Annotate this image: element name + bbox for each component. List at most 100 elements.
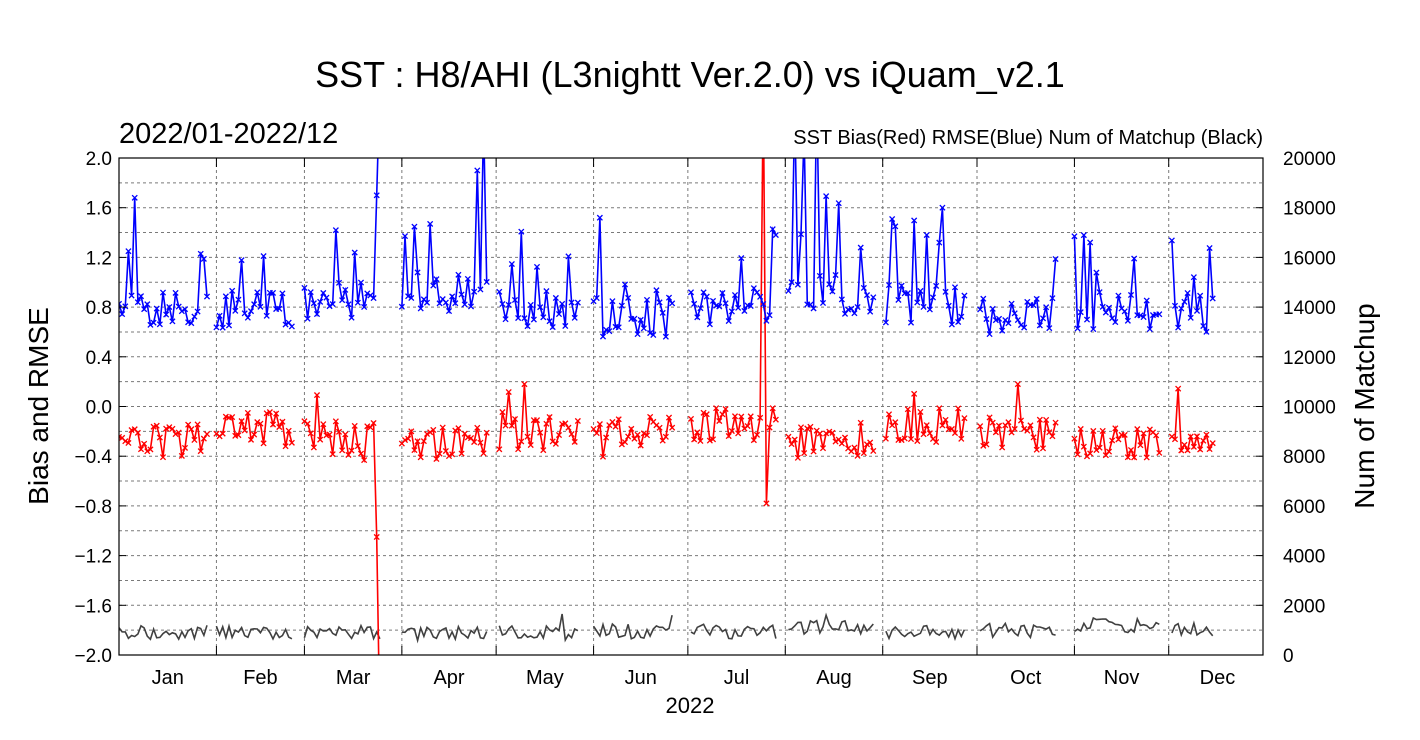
rmse-point [757, 293, 764, 300]
rmse-point [659, 309, 666, 316]
bias-point [423, 430, 431, 438]
bias-point [920, 431, 927, 438]
rmse-point [697, 305, 704, 312]
rmse-point [603, 326, 610, 333]
rmse-point [141, 306, 148, 313]
rmse-point [1087, 239, 1094, 246]
bias-point [757, 414, 764, 421]
rmse-point [467, 303, 475, 310]
period-label: 2022/01-2022/12 [119, 118, 339, 150]
rmse-point [819, 299, 827, 307]
bias-point [700, 409, 707, 416]
x-tick-label: Jul [724, 667, 750, 689]
rmse-point [329, 301, 336, 308]
rmse-point [851, 310, 858, 317]
rmse-point [593, 295, 600, 302]
rmse-point [863, 292, 871, 299]
bias-point [238, 418, 245, 425]
bias-point [832, 438, 839, 445]
rmse-point [1039, 315, 1047, 322]
rmse-point [496, 288, 503, 295]
rmse-point [785, 287, 792, 294]
bias-point [185, 421, 192, 428]
rmse-point [304, 315, 311, 322]
rmse-point [332, 227, 339, 234]
rmse-point [792, 106, 797, 111]
bias-point [1156, 449, 1163, 456]
legend: SST Bias(Red) RMSE(Blue) Num of Matchup … [793, 127, 1263, 149]
bias-point [326, 431, 333, 438]
rmse-point [530, 316, 537, 323]
rmse-point [735, 304, 742, 311]
rmse-point [307, 289, 314, 296]
bias-point [1181, 441, 1188, 448]
bias-point [794, 454, 801, 461]
rmse-point [703, 293, 710, 300]
rmse-point [474, 167, 481, 174]
rmse-point [1137, 312, 1144, 319]
bias-point [801, 450, 808, 457]
rmse-point [829, 288, 836, 295]
bias-point [923, 422, 930, 429]
bias-point [147, 446, 154, 453]
bias-point [310, 444, 317, 451]
rmse-point [471, 288, 478, 295]
rmse-point [662, 333, 669, 340]
bias-point [694, 429, 701, 436]
bias-point [1099, 427, 1106, 434]
bias-point [810, 448, 817, 455]
bias-point [279, 418, 286, 425]
rmse-point [1168, 237, 1175, 244]
rmse-point [150, 319, 157, 326]
rmse-point [942, 288, 949, 295]
rmse-point [1096, 289, 1103, 296]
bias-point [1209, 440, 1216, 447]
rmse-point [788, 279, 795, 286]
rmse-point [848, 305, 855, 312]
rmse-point [247, 308, 255, 315]
rmse-point [200, 255, 207, 262]
rmse-point [615, 324, 622, 331]
bias-point [348, 447, 355, 454]
rmse-point [980, 295, 987, 302]
rmse-line [979, 258, 1057, 335]
y-tick-label-right: 4000 [1283, 547, 1325, 568]
bias-point [665, 414, 673, 421]
rmse-point [326, 303, 333, 310]
rmse-point [741, 307, 748, 314]
rmse-point [1083, 316, 1091, 323]
rmse-point [481, 118, 486, 123]
y-tick-label-left: −0.8 [74, 497, 112, 518]
x-tick-label: Apr [433, 667, 464, 689]
rmse-point [373, 192, 380, 199]
rmse-line [1171, 240, 1214, 335]
rmse-point [760, 301, 767, 308]
rmse-point [1203, 328, 1210, 335]
rmse-point [977, 306, 984, 313]
bias-point [863, 441, 871, 448]
bias-point [917, 408, 924, 415]
rmse-point [631, 315, 638, 322]
rmse-point [194, 308, 201, 315]
y-axis-label-right: Num of Matchup [1349, 303, 1380, 509]
rmse-point [870, 294, 877, 301]
bias-point [247, 436, 255, 443]
bias-point [169, 425, 176, 432]
bias-line [1073, 425, 1161, 461]
rmse-point [885, 282, 893, 289]
bias-point [731, 413, 739, 420]
bias-point [738, 413, 745, 420]
bias-point [122, 438, 129, 445]
bias-point [725, 432, 732, 440]
bias-point [269, 421, 277, 428]
bias-point [332, 418, 339, 425]
bias-point [436, 450, 443, 457]
rmse-point [857, 244, 864, 251]
bias-point [345, 451, 352, 458]
bias-point [1190, 443, 1197, 450]
rmse-point [750, 285, 757, 292]
bias-point [442, 447, 449, 455]
bias-point [753, 431, 761, 438]
bias-point [515, 446, 522, 453]
rmse-point [709, 297, 717, 304]
